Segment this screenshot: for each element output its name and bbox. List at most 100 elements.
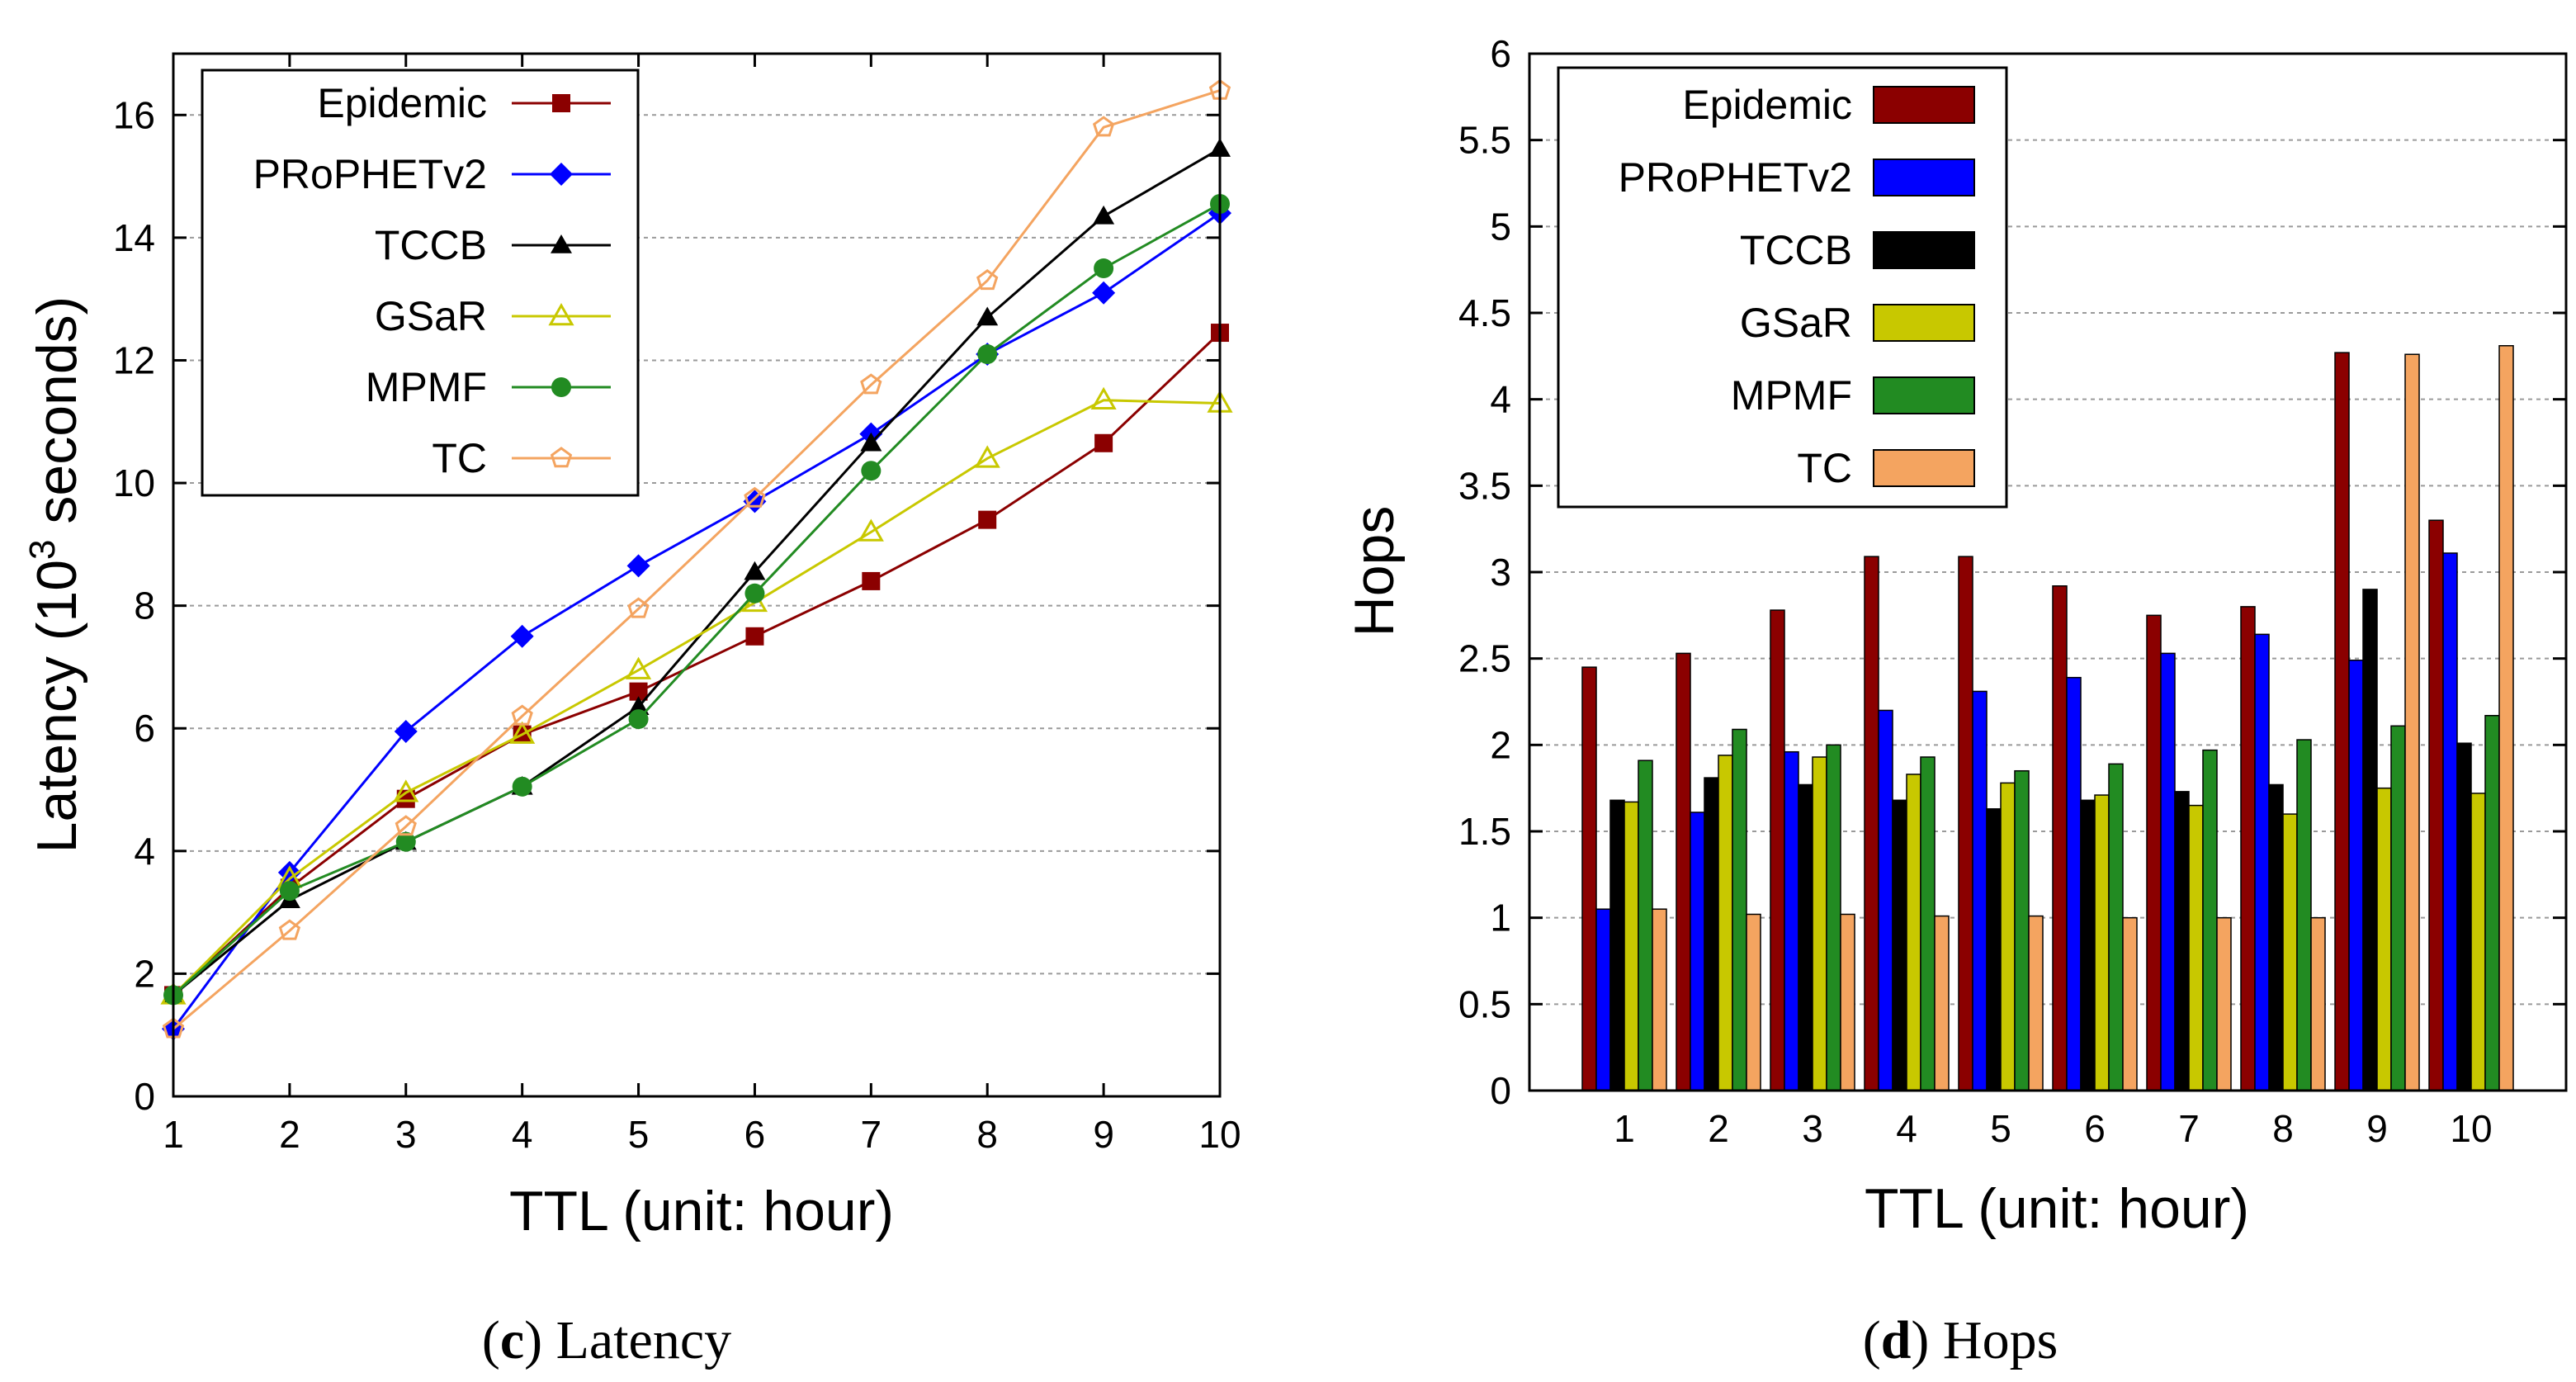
latency-point-mpmf (861, 461, 882, 481)
hops-bar-gsar (2470, 793, 2486, 1091)
hops-bar-prophetv2 (2442, 552, 2458, 1091)
hops-bar-prophetv2 (1690, 812, 1705, 1091)
hops-legend-swatch-tccb (1873, 231, 1975, 269)
latency-line-prophetv2 (172, 211, 1221, 1030)
hops-bar-tc (1652, 908, 1667, 1091)
latency-x-tick-label: 9 (1093, 1113, 1114, 1156)
hops-bar-mpmf (1638, 760, 1653, 1091)
hops-caption-letter: d (1881, 1310, 1912, 1370)
latency-legend-marker-epidemic (552, 94, 570, 112)
latency-point-mpmf (744, 583, 765, 603)
latency-caption: (c) Latency (482, 1310, 731, 1370)
hops-bar-tc (2216, 916, 2232, 1091)
latency-y-tick-label: 2 (134, 952, 155, 995)
latency-point-gsar (974, 445, 1000, 468)
latency-y-tick-label: 12 (113, 338, 155, 381)
hops-x-tick-label: 1 (1614, 1107, 1635, 1150)
latency-point-tccb (744, 561, 766, 580)
hops-legend-label-prophetv2: PRoPHETv2 (1619, 154, 1852, 201)
hops-bar-mpmf (2390, 725, 2406, 1091)
latency-legend-box (201, 69, 640, 497)
hops-y-tick-label: 3.5 (1458, 464, 1511, 507)
latency-legend: Epidemic PRoPHETv2 TCCB GSaR MPMF TC (201, 69, 640, 497)
hops-bar-epidemic (2334, 352, 2350, 1091)
hops-bar-prophetv2 (2348, 660, 2364, 1091)
hops-y-tick-label: 4 (1490, 378, 1511, 421)
latency-line-mpmf (172, 202, 1221, 996)
hops-plot-frame (1528, 52, 2568, 1092)
hops-bar-tc (1840, 913, 1855, 1091)
hops-bar-tccb (1986, 808, 2002, 1091)
latency-line-gsar (172, 399, 1221, 996)
hops-bar-epidemic (1581, 666, 1597, 1091)
latency-legend-marker-mpmf (551, 377, 571, 397)
latency-x-ticks: 1 2 3 4 5 6 7 8 9 10 (163, 54, 1241, 1156)
hops-bar-mpmf (2296, 739, 2312, 1091)
latency-y-axis-label-sup: 3 (22, 539, 63, 559)
hops-legend-swatch-tc (1873, 449, 1975, 487)
hops-bar-tc (1746, 913, 1761, 1091)
hops-bar-mpmf (2108, 763, 2124, 1091)
hops-y-tick-label: 2.5 (1458, 637, 1511, 680)
hops-bar-gsar (1718, 755, 1733, 1091)
hops-bar-tc (1934, 915, 1950, 1091)
hops-bar-epidemic (1770, 609, 1785, 1091)
latency-point-gsar (858, 518, 884, 542)
latency-point-prophetv2 (626, 554, 650, 578)
hops-bar-mpmf (2202, 749, 2218, 1091)
hops-bar-gsar (2188, 804, 2204, 1091)
hops-bar-mpmf (1826, 744, 1841, 1091)
hops-x-tick-label: 4 (1896, 1107, 1917, 1150)
hops-x-tick-label: 9 (2366, 1107, 2388, 1150)
latency-x-tick-label: 4 (512, 1113, 533, 1156)
latency-x-tick-label: 2 (279, 1113, 300, 1156)
hops-bar-mpmf (1732, 728, 1747, 1091)
hops-bar-tccb (1892, 799, 1907, 1091)
latency-point-epidemic (745, 627, 764, 646)
latency-point-prophetv2 (510, 624, 534, 648)
hops-legend-label-tccb: TCCB (1740, 227, 1852, 273)
latency-x-tick-label: 7 (861, 1113, 882, 1156)
hops-x-tick-label: 7 (2178, 1107, 2200, 1150)
latency-legend-marker-tccb (551, 234, 572, 253)
latency-point-epidemic (978, 510, 997, 529)
hops-legend-swatch-gsar (1873, 304, 1975, 342)
hops-bar-tccb (2456, 742, 2472, 1091)
latency-point-prophetv2 (1092, 281, 1116, 305)
hops-bar-epidemic (2240, 606, 2256, 1091)
latency-point-mpmf (628, 709, 649, 730)
hops-y-axis-label: Hops (1343, 506, 1406, 637)
latency-point-gsar (509, 721, 536, 744)
latency-y-axis-label-tail: seconds) (26, 296, 88, 540)
latency-point-gsar (1090, 386, 1117, 410)
hops-bar-tccb (2080, 799, 2096, 1091)
hops-bar-mpmf (2014, 769, 2030, 1091)
hops-bar-tccb (2362, 589, 2378, 1091)
hops-chart: 0 0.5 1 1.5 2 2.5 3 3.5 4 4.5 5 5.5 6 1 2 3 4 5 6 7 8 9 10 Ep… (1343, 32, 2568, 1370)
hops-bar-mpmf (1920, 756, 1936, 1091)
hops-x-tick-label: 10 (2450, 1107, 2492, 1150)
hops-y-tick-label: 2 (1490, 723, 1511, 766)
latency-y-tick-label: 16 (113, 93, 155, 136)
latency-line-epidemic (172, 331, 1222, 996)
latency-legend-label-prophetv2: PRoPHETv2 (253, 151, 487, 197)
latency-x-tick-label: 5 (628, 1113, 650, 1156)
hops-legend-label-mpmf: MPMF (1731, 372, 1852, 419)
latency-line-tc (173, 89, 1221, 1030)
hops-legend: Epidemic PRoPHETv2 TCCB GSaR MPMF TC (1557, 66, 2008, 509)
latency-x-axis-label: TTL (unit: hour) (509, 1180, 894, 1242)
hops-bar-prophetv2 (1784, 750, 1799, 1091)
latency-y-axis-label-main: Latency (10 (26, 560, 88, 853)
hops-bar-tc (2404, 353, 2420, 1091)
hops-x-tick-label: 8 (2272, 1107, 2294, 1150)
latency-point-gsar (393, 779, 419, 802)
latency-y-ticks: 0 2 4 6 8 10 12 14 16 (113, 93, 1220, 1118)
hops-x-tick-label: 6 (2084, 1107, 2106, 1150)
hops-y-tick-label: 1.5 (1458, 810, 1511, 853)
hops-legend-label-gsar: GSaR (1740, 300, 1852, 346)
latency-point-tc (395, 815, 417, 836)
hops-legend-swatch-prophetv2 (1873, 159, 1975, 196)
hops-bar-epidemic (1958, 556, 1973, 1091)
hops-bar-mpmf (2484, 714, 2500, 1091)
